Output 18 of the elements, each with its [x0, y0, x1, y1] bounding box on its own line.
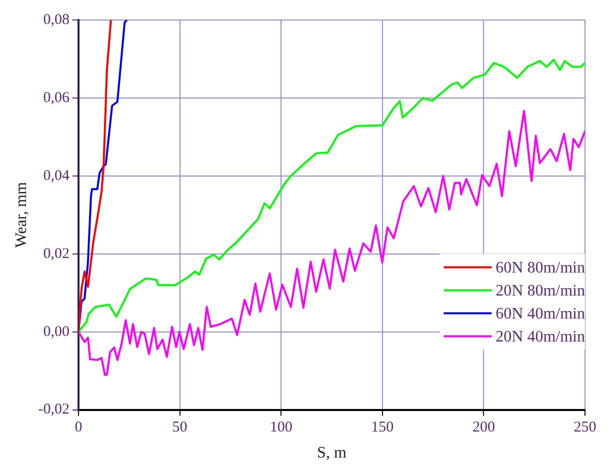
- x-axis-title: S, m: [317, 444, 347, 462]
- legend-label: 60N 80m/min: [496, 260, 586, 277]
- y-tick-label: -0,02: [38, 402, 70, 418]
- y-tick-label: 0,06: [43, 90, 70, 106]
- x-tick-label: 50: [172, 420, 188, 436]
- y-axis-title: Wear, mm: [12, 182, 30, 248]
- legend-label: 60N 40m/min: [496, 306, 586, 323]
- x-tick-label: 200: [472, 420, 495, 436]
- y-tick-label: 0,08: [43, 12, 70, 28]
- legend-label: 20N 80m/min: [496, 282, 586, 300]
- x-tick-label: 0: [74, 420, 82, 436]
- y-tick-label: 0,04: [43, 168, 70, 184]
- x-tick-label: 250: [574, 420, 596, 436]
- y-tick-label: 0,00: [43, 324, 70, 340]
- x-tick-label: 150: [371, 420, 394, 436]
- y-tick-label: 0,02: [43, 246, 70, 262]
- legend-label: 20N 40m/min: [496, 328, 586, 346]
- x-tick-label: 100: [270, 420, 292, 436]
